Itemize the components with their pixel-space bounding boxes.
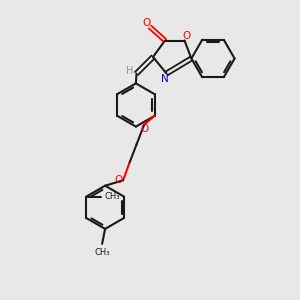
Text: O: O (142, 18, 151, 28)
Text: CH₃: CH₃ (104, 192, 120, 201)
Text: H: H (126, 66, 134, 76)
Text: N: N (161, 74, 169, 84)
Text: O: O (182, 31, 191, 41)
Text: O: O (115, 175, 123, 185)
Text: O: O (140, 124, 148, 134)
Text: CH₃: CH₃ (94, 248, 110, 257)
